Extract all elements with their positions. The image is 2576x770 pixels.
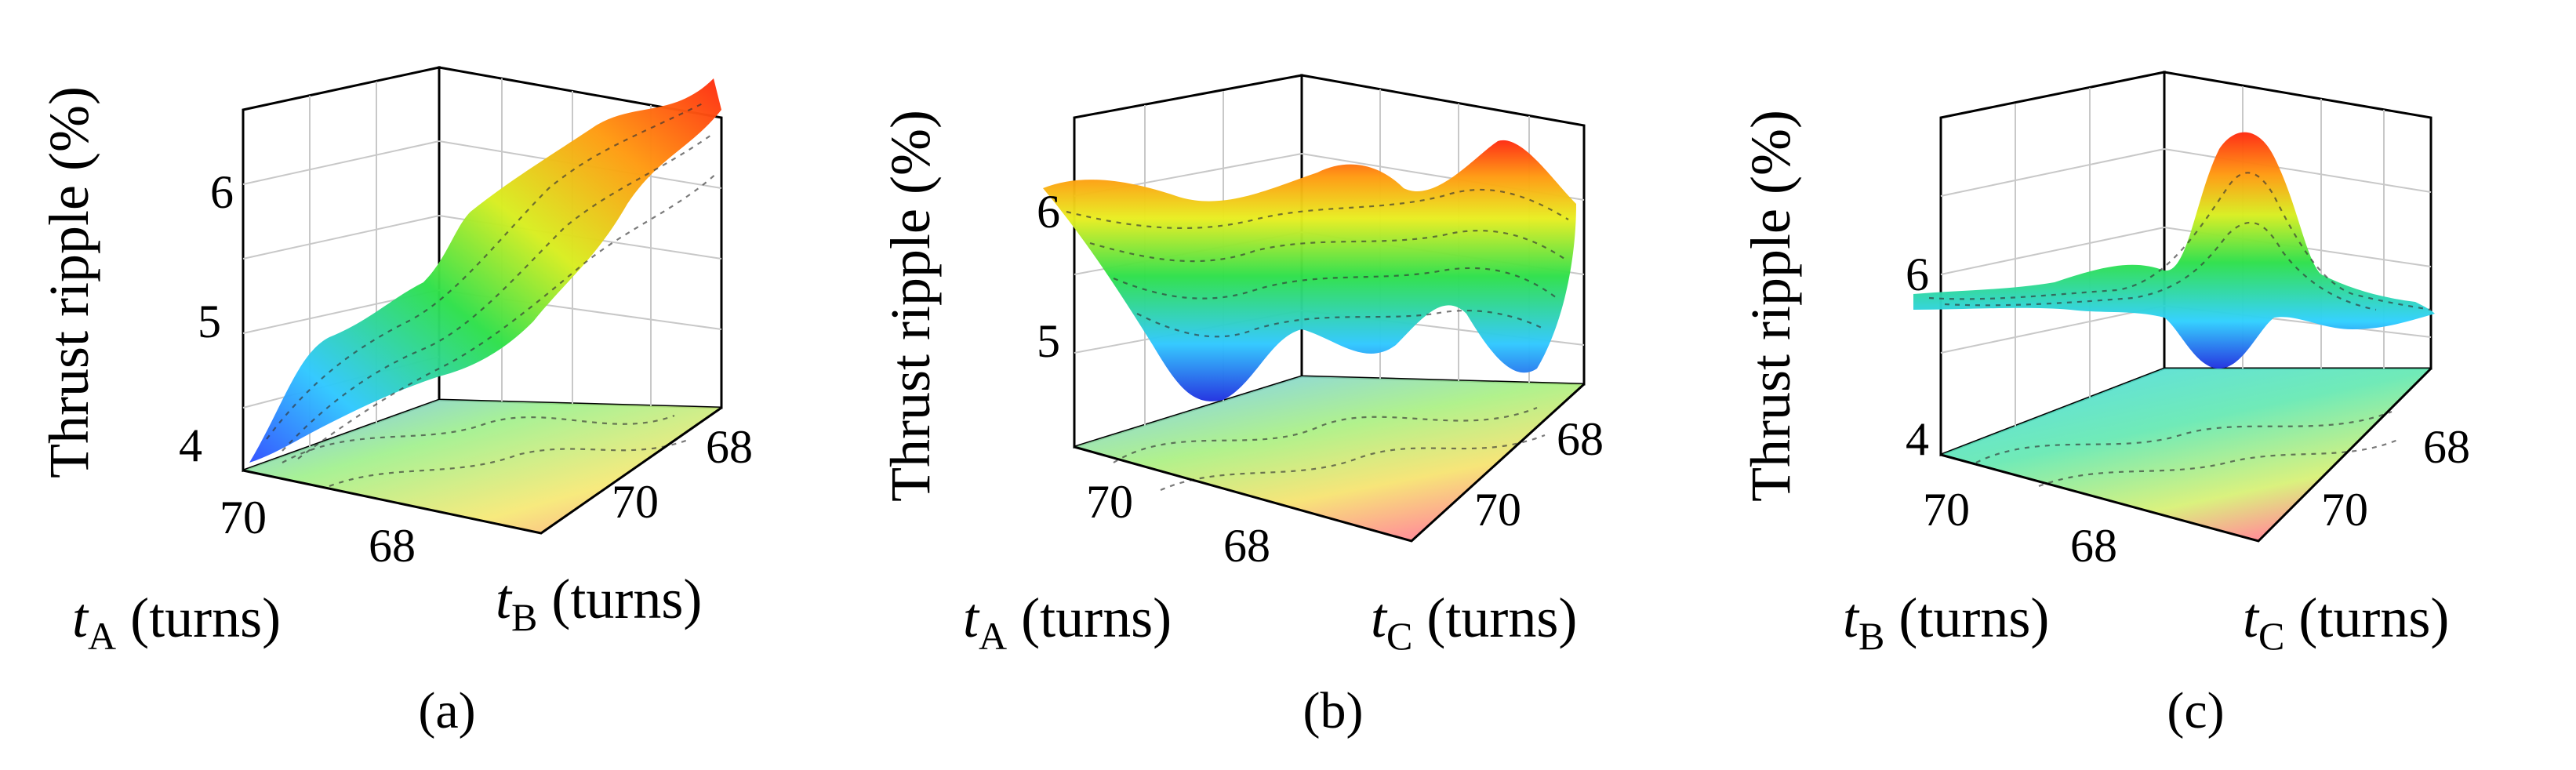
panel-b-x-axis-label: tA (turns) xyxy=(963,587,1172,658)
panel-a-y-tick-label: 70 xyxy=(612,476,659,528)
panel-a-z-title: Thrust ripple (%) xyxy=(38,86,100,478)
panel-b-caption: (b) xyxy=(1303,682,1364,739)
panel-b-y-axis-label: tC (turns) xyxy=(1371,587,1577,658)
panel-a-x-axis-label: tA (turns) xyxy=(72,587,281,658)
panel-c-x-tick-label: 68 xyxy=(2070,520,2117,572)
panel-a-x-tick-label: 70 xyxy=(220,492,267,543)
panel-b-z-ticks: 5 6 xyxy=(1037,186,1060,367)
panel-b-x-tick-label: 68 xyxy=(1223,520,1270,572)
panel-c: 4 6 Thrust ripple (%) 70 68 68 70 tB (tur… xyxy=(1739,71,2470,739)
panel-c-z-tick-label: 6 xyxy=(1906,249,1929,300)
panel-a-z-tick-label: 4 xyxy=(179,420,202,471)
panel-a-z-tick-label: 5 xyxy=(198,296,221,347)
panel-a-floor-projection xyxy=(243,400,721,533)
panel-b-z-tick-label: 6 xyxy=(1037,186,1060,238)
panel-a-z-tick-label: 6 xyxy=(210,166,234,218)
panel-c-y-axis-label: tC (turns) xyxy=(2243,587,2449,658)
panel-a-x-tick-label: 68 xyxy=(369,520,416,572)
panel-c-y-tick-label: 70 xyxy=(2321,484,2368,536)
panel-c-z-title: Thrust ripple (%) xyxy=(1739,110,1802,502)
panel-c-z-tick-label: 4 xyxy=(1906,413,1929,465)
panel-a-caption: (a) xyxy=(418,682,475,739)
panel-c-floor-projection xyxy=(1941,369,2431,541)
panel-c-caption: (c) xyxy=(2167,682,2224,739)
panel-a: 4 5 6 Thrust ripple (%) 70 68 68 70 tA (t… xyxy=(38,66,753,739)
panel-a-y-axis-label: tB (turns) xyxy=(496,568,702,639)
panel-c-y-tick-label: 68 xyxy=(2423,421,2470,473)
panel-c-surface xyxy=(1913,132,2435,369)
panel-b-surface xyxy=(1043,140,1576,401)
panel-b-z-tick-label: 5 xyxy=(1037,315,1060,367)
panel-b-x-tick-label: 70 xyxy=(1086,476,1133,528)
panel-c-x-axis-label: tB (turns) xyxy=(1843,587,2049,658)
panel-b: 5 6 Thrust ripple (%) 70 68 68 70 tA (tur… xyxy=(879,74,1604,739)
panel-a-z-ticks: 4 5 6 xyxy=(179,166,234,471)
panel-c-x-tick-label: 70 xyxy=(1923,484,1970,536)
panel-b-z-title: Thrust ripple (%) xyxy=(879,110,942,502)
panel-a-y-tick-label: 68 xyxy=(706,421,753,473)
panel-c-z-ticks: 4 6 xyxy=(1906,249,1929,465)
panel-b-y-tick-label: 70 xyxy=(1474,484,1521,536)
panel-b-y-tick-label: 68 xyxy=(1557,413,1604,465)
panel-a-surface xyxy=(249,78,721,463)
